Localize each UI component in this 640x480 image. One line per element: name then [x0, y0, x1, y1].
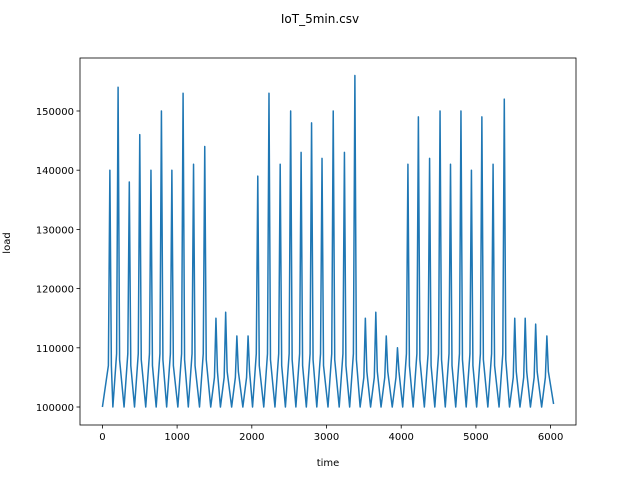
- y-tick-label: 120000: [36, 285, 74, 296]
- line: [101, 74, 555, 408]
- y-tick-label: 100000: [36, 403, 74, 414]
- y-tick-label: 140000: [36, 166, 74, 177]
- x-tick-label: 4000: [388, 432, 413, 443]
- x-tick-label: 3000: [314, 432, 339, 443]
- x-tick-label: 0: [99, 432, 105, 443]
- x-tick-label: 1000: [164, 432, 189, 443]
- y-tick-label: 110000: [36, 344, 74, 355]
- y-tick-label: 150000: [36, 107, 74, 118]
- y-axis-label: load: [2, 232, 13, 253]
- y-tick-label: 130000: [36, 225, 74, 236]
- x-tick-label: 6000: [538, 432, 563, 443]
- x-tick-label: 2000: [239, 432, 264, 443]
- chart-title: IoT_5min.csv: [281, 12, 359, 26]
- x-tick-label: 5000: [463, 432, 488, 443]
- plot-frame: [79, 57, 577, 426]
- x-axis-label: time: [317, 458, 340, 469]
